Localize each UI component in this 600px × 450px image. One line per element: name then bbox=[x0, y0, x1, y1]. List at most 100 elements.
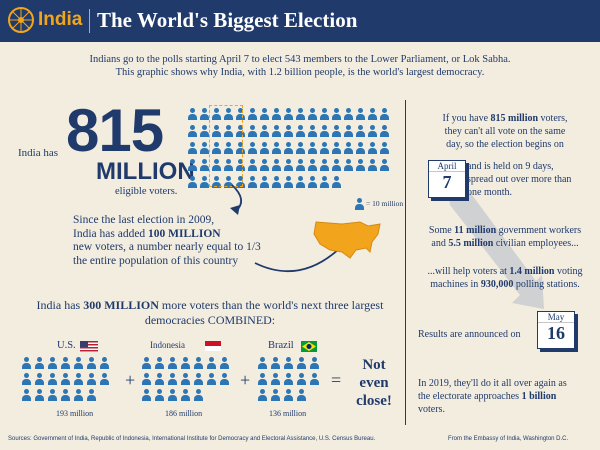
country-person-icon bbox=[207, 357, 216, 369]
voters-unit: MILLION bbox=[96, 158, 195, 185]
country-person-icon bbox=[284, 389, 293, 401]
workers-line-2-post: civilian employees... bbox=[493, 238, 579, 249]
intro-line-2: This graphic shows why India, with 1.2 b… bbox=[115, 67, 485, 78]
added-voters-text: Since the last election in 2009, India h… bbox=[73, 214, 261, 268]
embassy-credit: From the Embassy of India, Washington D.… bbox=[448, 436, 569, 442]
voter-person-icon bbox=[272, 125, 281, 137]
country-person-icon bbox=[271, 373, 280, 385]
voter-person-icon bbox=[320, 108, 329, 120]
country-person-icon bbox=[74, 373, 83, 385]
verdict-line-1: Not bbox=[362, 357, 386, 373]
timeline-intro: If you have 815 million voters, they can… bbox=[415, 112, 595, 151]
machines-bold-2: 930,000 bbox=[480, 279, 514, 290]
country-person-icon bbox=[297, 357, 306, 369]
added-line-2-prefix: India has added bbox=[73, 227, 149, 240]
country-person-icon bbox=[100, 357, 109, 369]
calendar-2-day: 16 bbox=[547, 323, 565, 343]
voter-person-icon bbox=[320, 176, 329, 188]
country-person-icon bbox=[61, 373, 70, 385]
added-line-2-bold: 100 MILLION bbox=[148, 227, 221, 240]
country-person-icon bbox=[168, 373, 177, 385]
voter-person-icon bbox=[188, 159, 197, 171]
voter-person-icon bbox=[308, 142, 317, 154]
plus-sign-2: + bbox=[240, 370, 251, 390]
country-person-icon bbox=[100, 373, 109, 385]
added-line-1: Since the last election in 2009, bbox=[73, 214, 215, 226]
machines-text: ...will help voters at 1.4 million votin… bbox=[412, 265, 598, 291]
voters-number: 815 bbox=[66, 97, 164, 164]
voter-person-icon bbox=[356, 108, 365, 120]
voter-person-icon bbox=[236, 142, 245, 154]
voter-person-icon bbox=[236, 176, 245, 188]
voter-person-icon bbox=[332, 142, 341, 154]
brand-logo-text: India bbox=[38, 9, 83, 30]
machines-pre: ...will help voters at bbox=[427, 266, 510, 277]
comparison-post: more voters than the world's next three … bbox=[158, 298, 384, 312]
calendar-1-day: 7 bbox=[442, 172, 452, 192]
voter-person-icon bbox=[344, 159, 353, 171]
workers-line-2: and 5.5 million civilian employees... bbox=[412, 237, 598, 250]
machines-line-1: ...will help voters at 1.4 million votin… bbox=[412, 265, 598, 278]
voter-person-icon bbox=[380, 108, 389, 120]
country-person-icon bbox=[87, 357, 96, 369]
voter-person-icon bbox=[320, 125, 329, 137]
voter-person-icon bbox=[200, 159, 209, 171]
country-person-icon bbox=[194, 373, 203, 385]
voter-person-icon bbox=[188, 142, 197, 154]
voter-person-icon bbox=[320, 142, 329, 154]
workers-pre: Some bbox=[428, 225, 455, 236]
added-line-3: new voters, a number nearly equal to 1/3 bbox=[73, 241, 261, 253]
workers-line-1: Some 11 million government workers bbox=[412, 224, 598, 237]
voter-person-icon bbox=[260, 108, 269, 120]
voter-person-icon bbox=[296, 176, 305, 188]
duration-line-1: and is held on 9 days, bbox=[467, 161, 554, 172]
country-person-icon bbox=[194, 389, 203, 401]
column-divider bbox=[405, 100, 406, 425]
us-value: 193 million bbox=[56, 409, 94, 418]
voter-person-icon bbox=[296, 108, 305, 120]
comparison-bold: 300 MILLION bbox=[83, 298, 159, 312]
voter-person-icon bbox=[224, 176, 233, 188]
voter-person-icon bbox=[224, 108, 233, 120]
voter-person-icon bbox=[368, 142, 377, 154]
country-person-icon bbox=[310, 357, 319, 369]
workers-text: Some 11 million government workers and 5… bbox=[412, 224, 598, 250]
verdict-text: Not even close! bbox=[356, 356, 392, 410]
country-person-icon bbox=[48, 357, 57, 369]
calendar-1-month: April bbox=[429, 161, 465, 172]
country-person-icon bbox=[297, 373, 306, 385]
indonesia-value: 186 million bbox=[165, 409, 203, 418]
country-person-icon bbox=[194, 357, 203, 369]
voter-person-icon bbox=[308, 125, 317, 137]
voter-person-icon bbox=[248, 142, 257, 154]
calendar-april-7: April 7 bbox=[428, 160, 466, 198]
voter-person-icon bbox=[212, 176, 221, 188]
voter-person-icon bbox=[212, 108, 221, 120]
country-person-icon bbox=[22, 373, 31, 385]
voter-person-icon bbox=[188, 176, 197, 188]
comparison-headline: India has 300 MILLION more voters than t… bbox=[20, 298, 400, 328]
brazil-value: 136 million bbox=[269, 409, 307, 418]
machines-line-2-post: polling stations. bbox=[513, 279, 580, 290]
future-line-2: the electorate approaches 1 billion bbox=[418, 390, 598, 403]
country-person-icon bbox=[181, 373, 190, 385]
voter-person-icon bbox=[200, 125, 209, 137]
voter-person-icon bbox=[380, 142, 389, 154]
ashoka-chakra-icon bbox=[8, 7, 34, 33]
voter-person-icon bbox=[356, 125, 365, 137]
us-flag-icon bbox=[80, 341, 98, 352]
country-person-icon bbox=[258, 389, 267, 401]
timeline-intro-line-2: they can't all vote on the same bbox=[444, 126, 566, 137]
workers-bold-2: 5.5 million bbox=[448, 238, 494, 249]
timeline-intro-line-3: day, so the election begins on bbox=[446, 139, 564, 150]
country-person-icon bbox=[155, 357, 164, 369]
voter-person-icon bbox=[332, 108, 341, 120]
country-person-icon bbox=[142, 373, 151, 385]
voter-person-icon bbox=[248, 125, 257, 137]
voter-person-icon bbox=[356, 159, 365, 171]
voter-person-icon bbox=[200, 142, 209, 154]
voter-person-icon bbox=[200, 108, 209, 120]
voter-person-icon bbox=[224, 159, 233, 171]
workers-bold-1: 11 million bbox=[454, 225, 497, 236]
country-person-icon bbox=[35, 389, 44, 401]
